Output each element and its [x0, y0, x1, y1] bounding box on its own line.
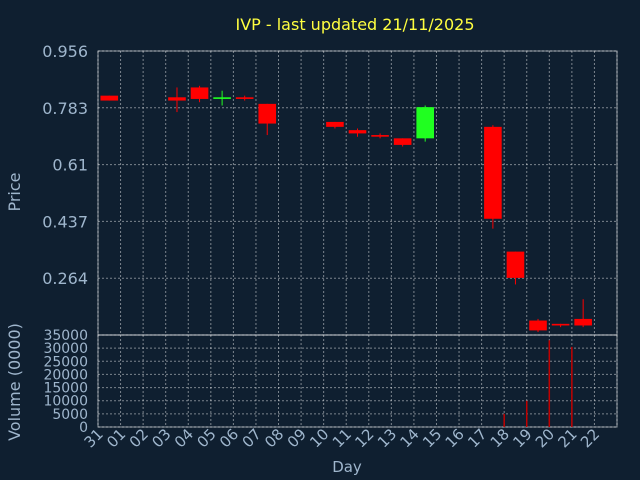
y-axis-label: Price: [5, 172, 24, 211]
candle: [416, 105, 434, 142]
price-tick-label: 0.783: [42, 99, 88, 118]
price-grid: [97, 50, 618, 336]
candle: [213, 90, 231, 106]
candle: [506, 251, 525, 285]
volume-bar: [548, 340, 551, 427]
chart-title: IVP - last updated 21/11/2025: [235, 15, 474, 34]
candle: [235, 95, 254, 101]
candle: [190, 85, 209, 103]
price-tick-label: 0.264: [42, 269, 88, 288]
volume-bar: [571, 346, 573, 427]
candle-body: [551, 323, 570, 326]
candle-body: [168, 97, 186, 101]
price-tick-label: 0.61: [52, 156, 88, 175]
volume-tick-label: 15000: [43, 381, 88, 397]
volume-pane-frame: [97, 334, 618, 428]
candle: [371, 133, 389, 139]
volume-axis-label: Volume (0000): [5, 323, 24, 441]
candle: [551, 323, 570, 328]
candle: [348, 128, 367, 137]
price-tick-label: 0.437: [42, 212, 88, 231]
candle-body: [258, 103, 277, 124]
volume-tick-label: 5000: [52, 407, 88, 423]
candle-body: [100, 95, 119, 101]
price-tick-label: 0.956: [42, 42, 88, 61]
volume-tick-label: 0: [79, 420, 88, 436]
volume-tick-label: 20000: [43, 367, 88, 383]
candle: [100, 95, 119, 101]
volume-grid: [97, 334, 618, 428]
volume-tick-label: 35000: [43, 328, 88, 344]
price-axis: 0.956 0.783 0.61 0.437 0.264: [42, 42, 88, 288]
candle-body: [326, 121, 344, 127]
candle-body: [529, 320, 547, 331]
volume-tick-label: 10000: [43, 394, 88, 410]
x-axis: 3101020304050607080910111213141516171819…: [81, 425, 604, 451]
candle-body: [213, 97, 231, 99]
candle-body: [190, 87, 209, 99]
candles: [100, 85, 592, 333]
volume-bar: [503, 413, 505, 427]
candle-body: [506, 251, 525, 278]
candle: [574, 299, 592, 328]
volume-bar: [525, 400, 528, 427]
candle-body: [484, 126, 502, 219]
candle-body: [348, 130, 367, 134]
candle-body: [235, 97, 254, 99]
candle-body: [371, 135, 389, 137]
candle: [484, 125, 502, 229]
candle: [326, 121, 344, 129]
candle-body: [416, 107, 434, 139]
volume-tick-label: 25000: [43, 354, 88, 370]
volume-bars: [503, 340, 573, 427]
candle-body: [393, 138, 412, 145]
candle-body: [574, 318, 592, 326]
candle: [258, 103, 277, 136]
candle: [529, 318, 547, 333]
candle: [168, 87, 186, 113]
volume-tick-label: 30000: [43, 341, 88, 357]
x-axis-label: Day: [332, 458, 362, 476]
candle: [393, 138, 412, 147]
